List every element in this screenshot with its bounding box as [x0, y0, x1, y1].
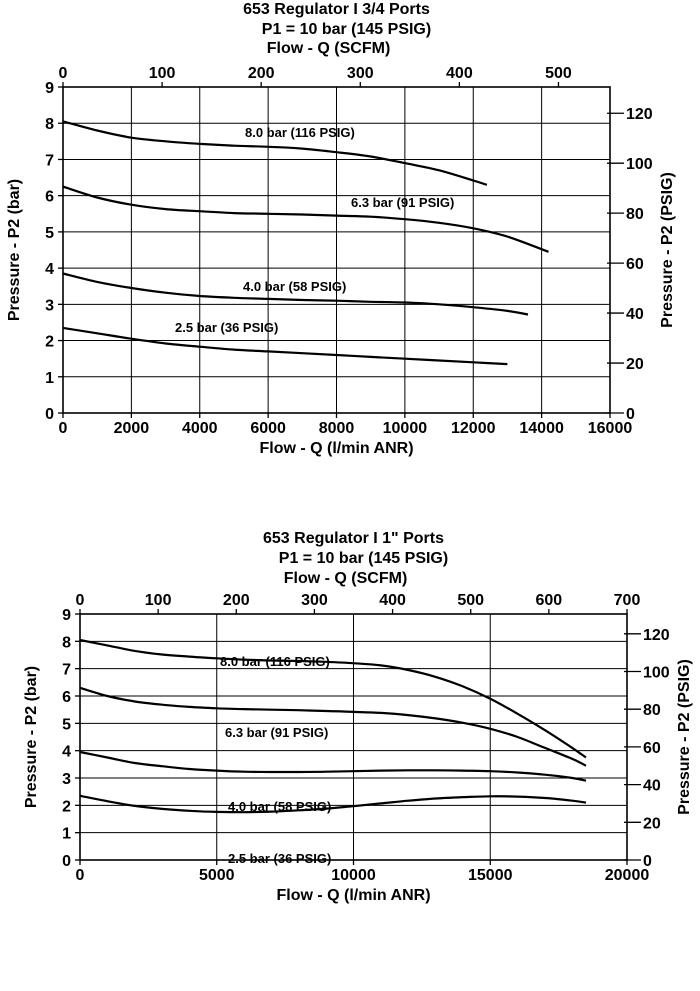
y2-tick-label: 40 [643, 778, 661, 795]
x2-tick-label: 300 [301, 592, 328, 609]
series-label: 2.5 bar (36 PSIG) [175, 320, 278, 335]
y-tick-label: 8 [62, 634, 71, 651]
series-line [79, 750, 587, 782]
chart-1: 653 Regulator I 3/4 Ports P1 = 10 bar (14… [6, 1, 676, 457]
x2-tick-label: 0 [59, 65, 68, 82]
top-axis-label: Flow - Q (SCFM) [267, 40, 391, 57]
y2-tick-label: 20 [643, 815, 661, 832]
y-tick-label: 5 [62, 716, 71, 733]
x-tick-label: 2000 [114, 420, 150, 437]
series-label: 8.0 bar (116 PSIG) [220, 654, 330, 669]
y-tick-label: 3 [45, 297, 54, 314]
x-tick-label: 8000 [319, 420, 355, 437]
x-tick-label: 10000 [383, 420, 428, 437]
x-tick-label: 20000 [605, 867, 650, 884]
x2-tick-label: 100 [149, 65, 176, 82]
right-axis-label: Pressure - P2 (PSIG) [676, 659, 693, 815]
x2-tick-label: 300 [347, 65, 374, 82]
left-axis-label: Pressure - P2 (bar) [23, 666, 40, 808]
x-tick-label: 5000 [199, 867, 235, 884]
chart-2: 653 Regulator I 1" Ports P1 = 10 bar (145… [23, 530, 693, 904]
x-tick-label: 0 [76, 867, 85, 884]
y-tick-label: 2 [62, 798, 71, 815]
y-tick-label: 2 [45, 334, 54, 351]
series-line [79, 686, 587, 767]
y2-tick-label: 100 [643, 664, 670, 681]
y-tick-label: 9 [45, 80, 54, 97]
y-tick-label: 1 [62, 826, 71, 843]
series-line [79, 638, 587, 759]
y2-tick-label: 80 [643, 702, 661, 719]
series-line [62, 120, 488, 186]
y2-tick-label: 60 [626, 256, 644, 273]
y-tick-label: 0 [45, 406, 54, 423]
y2-tick-label: 80 [626, 206, 644, 223]
bottom-axis-label: Flow - Q (l/min ANR) [276, 887, 430, 904]
series-label: 2.5 bar (36 PSIG) [228, 851, 331, 866]
y-tick-label: 1 [45, 370, 54, 387]
series-label: 4.0 bar (58 PSIG) [243, 279, 346, 294]
left-axis-label: Pressure - P2 (bar) [6, 179, 23, 321]
x-tick-label: 4000 [182, 420, 218, 437]
x2-tick-label: 400 [379, 592, 406, 609]
chart-title: 653 Regulator I 1" Ports [263, 530, 444, 547]
x-tick-label: 6000 [250, 420, 286, 437]
y-tick-label: 4 [45, 261, 54, 278]
y-tick-label: 7 [45, 152, 54, 169]
x-tick-label: 10000 [331, 867, 376, 884]
y2-tick-label: 60 [643, 740, 661, 757]
series-line [62, 326, 508, 366]
y2-tick-label: 40 [626, 306, 644, 323]
y-tick-label: 4 [62, 744, 71, 761]
x-tick-label: 16000 [588, 420, 633, 437]
y-tick-label: 5 [45, 225, 54, 242]
y-tick-label: 7 [62, 662, 71, 679]
series-line [62, 272, 529, 316]
y-tick-label: 0 [62, 853, 71, 870]
y-tick-label: 6 [45, 189, 54, 206]
x2-tick-label: 200 [248, 65, 275, 82]
y-tick-label: 3 [62, 771, 71, 788]
x-tick-label: 0 [59, 420, 68, 437]
y2-tick-label: 120 [643, 627, 670, 644]
y2-tick-label: 0 [643, 853, 652, 870]
y-tick-label: 8 [45, 116, 54, 133]
series-label: 6.3 bar (91 PSIG) [225, 725, 328, 740]
series-label: 6.3 bar (91 PSIG) [351, 195, 454, 210]
x-tick-label: 12000 [451, 420, 496, 437]
y-tick-label: 6 [62, 689, 71, 706]
y2-tick-label: 0 [626, 406, 635, 423]
x-tick-label: 15000 [468, 867, 513, 884]
right-axis-label: Pressure - P2 (PSIG) [659, 172, 676, 328]
chart-subtitle: P1 = 10 bar (145 PSIG) [279, 550, 448, 567]
x2-tick-label: 0 [76, 592, 85, 609]
x2-tick-label: 500 [457, 592, 484, 609]
x2-tick-label: 600 [536, 592, 563, 609]
x2-tick-label: 200 [223, 592, 250, 609]
y2-tick-label: 20 [626, 356, 644, 373]
y2-tick-label: 100 [626, 156, 653, 173]
x2-tick-label: 400 [446, 65, 473, 82]
x2-tick-label: 100 [145, 592, 172, 609]
chart-title: 653 Regulator I 3/4 Ports [243, 1, 430, 18]
series-line [62, 185, 549, 253]
top-axis-label: Flow - Q (SCFM) [284, 570, 408, 587]
bottom-axis-label: Flow - Q (l/min ANR) [259, 440, 413, 457]
y2-tick-label: 120 [626, 106, 653, 123]
chart-subtitle: P1 = 10 bar (145 PSIG) [262, 21, 431, 38]
x2-tick-label: 500 [545, 65, 572, 82]
x-tick-label: 14000 [519, 420, 564, 437]
x2-tick-label: 700 [614, 592, 641, 609]
y-tick-label: 9 [62, 607, 71, 624]
series-label: 8.0 bar (116 PSIG) [245, 125, 355, 140]
series-line [79, 794, 587, 814]
